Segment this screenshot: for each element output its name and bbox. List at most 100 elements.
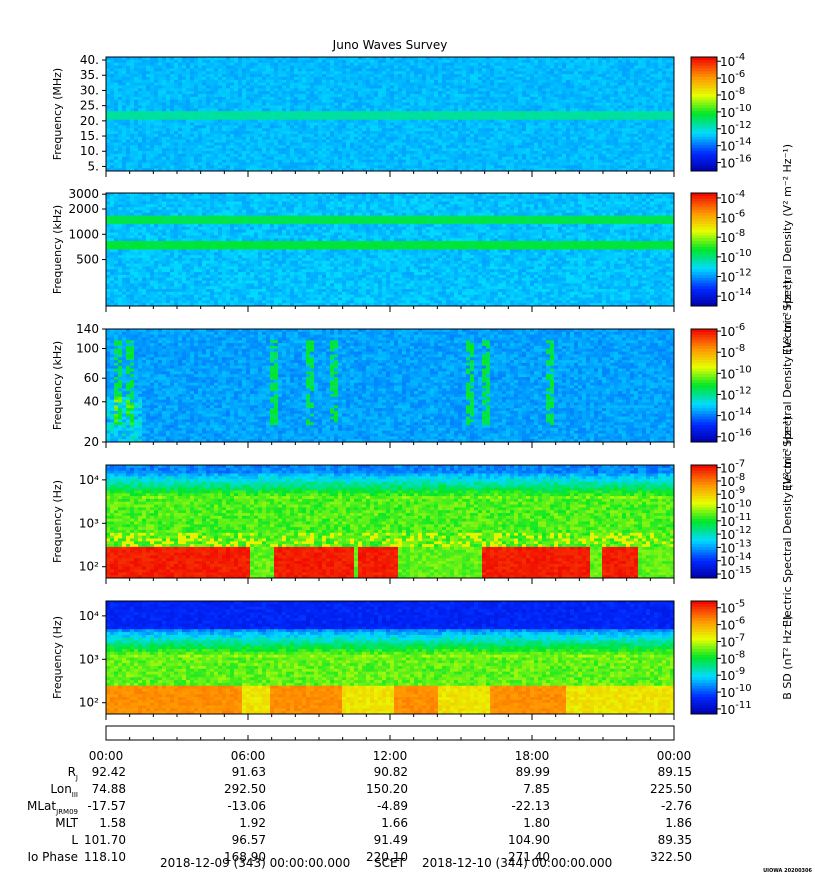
colorbar-tick-label: 10-8	[720, 472, 745, 489]
ephemeris-value: 1.58	[99, 816, 126, 830]
colorbar-tick-label: 10-13	[720, 538, 752, 555]
ephemeris-value: 271.40	[508, 850, 550, 864]
colorbar-tick-label: 10-9	[720, 666, 745, 683]
ephemeris-value: 91.49	[374, 833, 408, 847]
colorbar-tick-label: 10-6	[720, 209, 745, 226]
y-axis-label: Frequency (Hz)	[51, 480, 64, 563]
colorbar-tick-label: 10-10	[720, 364, 752, 381]
spectrogram-image	[106, 329, 675, 443]
colorbar-tick-label: 10-11	[720, 512, 752, 529]
ephemeris-value: 91.63	[232, 765, 266, 779]
colorbar-tick-label: 10-6	[720, 616, 745, 633]
spectrogram-image	[106, 57, 675, 172]
y-tick-label: 60	[84, 371, 99, 385]
spectrogram-image	[106, 601, 675, 715]
y-tick-label: 20	[84, 435, 99, 449]
footer-end-time: 2018-12-10 (344) 00:00:00.000	[422, 856, 612, 870]
colorbar-tick-label: 10-15	[720, 565, 752, 582]
colorbar-tick-label: 10-6	[720, 322, 745, 339]
ephemeris-value: -22.13	[511, 799, 550, 813]
ephemeris-row-label: L	[71, 833, 78, 847]
ephemeris-value: 1.80	[523, 816, 550, 830]
colorbar-tick-label: 10-10	[720, 499, 752, 516]
colorbar-tick-label: 10-14	[720, 407, 752, 424]
ephemeris-row-label: MLatJRM09	[27, 799, 78, 816]
y-tick-label: 10.	[80, 144, 99, 158]
y-axis-label: Frequency (kHz)	[51, 341, 64, 430]
y-tick-label: 10⁴	[79, 473, 99, 487]
y-tick-label: 15.	[80, 129, 99, 143]
y-axis-label: Frequency (kHz)	[51, 205, 64, 294]
colorbar-tick-label: 10-5	[720, 599, 745, 616]
colorbar-tick-label: 10-6	[720, 69, 745, 86]
y-tick-label: 10²	[79, 560, 99, 574]
ephemeris-value: 96.57	[232, 833, 266, 847]
spectrogram-panel-1: 40.35.30. 25.20.15.10.5. Frequency (MHz) 10…	[51, 52, 752, 177]
y-tick-label: 10²	[79, 696, 99, 710]
time-axis-label: 00:00	[89, 749, 124, 763]
ephemeris-value: 118.10	[84, 850, 126, 864]
time-axis-label: 00:00	[657, 749, 692, 763]
y-tick-label: 500	[76, 253, 99, 267]
ephemeris-value: 92.42	[92, 765, 126, 779]
colorbar-tick-label: 10-11	[720, 700, 752, 717]
colorbar: 10-4 10-6 10-8 10-10 10-12 10-14 Electric Spec…	[690, 144, 794, 355]
y-axis-label: Frequency (Hz)	[51, 616, 64, 699]
colorbar: 10-6 10-8 10-10 10-12 10-14 10-16 Electric Spe…	[690, 280, 794, 491]
y-tick-label: 10⁴	[79, 609, 99, 623]
spectrogram-panels: 40.35.30. 25.20.15.10.5. Frequency (MHz) 10…	[51, 52, 794, 720]
ephemeris-row-label: RJ	[68, 765, 78, 782]
ephemeris-value: 1.92	[239, 816, 266, 830]
colorbar: 10-710-810-910-1010-1110-1210-1310-1410-…	[690, 416, 794, 627]
spectrogram-panel-4: 10⁴ 10³ 10² Frequency (Hz) 10-710-810-910-10…	[51, 416, 794, 627]
ephemeris-value: 89.35	[658, 833, 692, 847]
colorbar-label: Electric Spectral Density (V² m⁻² Hz⁻¹)	[781, 280, 794, 491]
spectrogram-image	[106, 193, 675, 307]
y-tick-label: 10³	[79, 516, 99, 530]
colorbar-tick-label: 10-14	[720, 137, 752, 154]
y-tick-label: 10³	[79, 652, 99, 666]
y-tick-label: 140	[76, 322, 99, 336]
ephemeris-value: 150.20	[366, 782, 408, 796]
colorbar-tick-label: 10-8	[720, 343, 745, 360]
y-tick-label: 5.	[88, 159, 99, 173]
y-tick-label: 2000	[68, 202, 99, 216]
time-axis-label: 12:00	[373, 749, 408, 763]
ephemeris-value: 322.50	[650, 850, 692, 864]
colorbar-tick-label: 10-8	[720, 86, 745, 103]
y-tick-label: 3000	[68, 187, 99, 201]
ephemeris-value: 90.82	[374, 765, 408, 779]
spectrogram-image	[106, 465, 675, 579]
colorbar-tick-label: 10-16	[720, 428, 752, 445]
colorbar-tick-label: 10-12	[720, 268, 752, 285]
ephemeris-value: -2.76	[661, 799, 692, 813]
colorbar-tick-label: 10-12	[720, 120, 752, 137]
spectrogram-panel-3: 140 100 60 40 20 Frequency (kHz) 10-6 10-8 10-10…	[51, 280, 794, 491]
y-tick-label: 25.	[80, 99, 99, 113]
colorbar-tick-label: 10-10	[720, 248, 752, 265]
ephemeris-value: 74.88	[92, 782, 126, 796]
time-axis-label: 18:00	[515, 749, 550, 763]
ephemeris-value: 220.10	[366, 850, 408, 864]
colorbar-tick-label: 10-10	[720, 683, 752, 700]
colorbar-label: B SD (nT² Hz⁻¹)	[781, 615, 794, 699]
y-axis-label: Frequency (MHz)	[51, 68, 64, 160]
time-axis-strip: 00:00 06:00 12:00 18:00 00:00	[89, 725, 692, 763]
colorbar-tick-label: 10-14	[720, 552, 752, 569]
ephemeris-value: 7.85	[523, 782, 550, 796]
colorbar-tick-label: 10-16	[720, 154, 752, 171]
colorbar-tick-label: 10-8	[720, 228, 745, 245]
ephemeris-value: 104.90	[508, 833, 550, 847]
y-tick-label: 30.	[80, 83, 99, 97]
y-tick-label: 40	[84, 395, 99, 409]
ephemeris-value: -4.89	[377, 799, 408, 813]
footer-stamp: UIOWA 20200306	[763, 868, 812, 874]
colorbar-tick-label: 10-9	[720, 485, 745, 502]
ephemeris-value: 89.15	[658, 765, 692, 779]
time-axis-label: 06:00	[231, 749, 266, 763]
colorbar-tick-label: 10-4	[720, 189, 745, 206]
ephemeris-value: 89.99	[516, 765, 550, 779]
